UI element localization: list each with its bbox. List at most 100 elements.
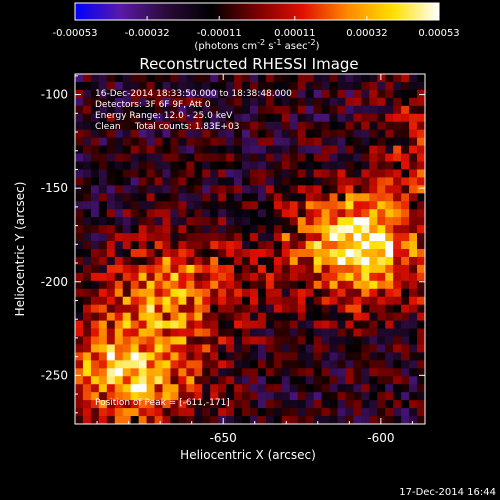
heatmap-cell	[265, 97, 275, 107]
heatmap-cell	[194, 169, 203, 178]
heatmap-cell	[154, 97, 163, 107]
colorbar-units-label: (photons cm-2 s-1 asec-2)	[194, 38, 319, 52]
heatmap-cell	[409, 217, 418, 226]
heatmap-cell	[273, 320, 283, 329]
heatmap-cell	[138, 177, 147, 186]
heatmap-cell	[82, 408, 92, 417]
heatmap-cell	[234, 241, 243, 250]
heatmap-cell	[234, 129, 243, 138]
heatmap-cell	[313, 113, 322, 123]
heatmap-cell	[170, 264, 179, 274]
heatmap-cell	[409, 193, 418, 202]
heatmap-cell	[273, 217, 283, 226]
heatmap-cell	[162, 368, 171, 377]
heatmap-cell	[218, 241, 227, 250]
heatmap-cell	[90, 280, 100, 290]
heatmap-cell	[114, 201, 124, 210]
heatmap-cell	[297, 304, 306, 313]
heatmap-cell	[186, 169, 195, 178]
heatmap-cell	[273, 89, 283, 99]
heatmap-cell	[417, 400, 426, 409]
heatmap-cell	[130, 416, 139, 425]
heatmap-cell	[289, 193, 299, 202]
heatmap-cell	[98, 97, 108, 107]
heatmap-cell	[106, 129, 116, 138]
heatmap-cell	[186, 225, 195, 234]
heatmap-cell	[138, 304, 147, 313]
heatmap-cell	[409, 400, 418, 409]
heatmap-cell	[401, 312, 410, 321]
heatmap-cell	[114, 161, 124, 170]
heatmap-cell	[297, 408, 306, 417]
heatmap-cell	[138, 376, 147, 385]
heatmap-cell	[250, 360, 259, 369]
heatmap-cell	[90, 129, 100, 138]
heatmap-cell	[345, 153, 354, 162]
heatmap-cell	[250, 241, 259, 250]
heatmap-cell	[337, 225, 346, 234]
heatmap-cell	[234, 153, 243, 162]
heatmap-cell	[170, 185, 179, 194]
heatmap-cell	[321, 320, 330, 329]
heatmap-cell	[242, 193, 251, 202]
heatmap-cell	[178, 352, 187, 361]
heatmap-cell	[130, 177, 139, 186]
heatmap-cell	[82, 264, 92, 274]
heatmap-cell	[409, 344, 418, 353]
heatmap-cell	[226, 344, 235, 353]
heatmap-cell	[409, 360, 418, 369]
heatmap-cell	[98, 145, 108, 154]
heatmap-cell	[178, 256, 187, 266]
heatmap-cell	[265, 89, 275, 99]
heatmap-cell	[186, 153, 195, 162]
heatmap-cell	[75, 153, 84, 162]
heatmap-cell	[297, 89, 306, 99]
heatmap-cell	[345, 193, 354, 202]
heatmap-cell	[186, 280, 195, 290]
heatmap-cell	[385, 241, 394, 250]
heatmap-cell	[250, 368, 259, 377]
plot-frame	[74, 73, 426, 425]
heatmap-cell	[417, 209, 426, 218]
heatmap-cell	[265, 105, 275, 115]
heatmap-cell	[210, 368, 219, 377]
heatmap-cell	[202, 169, 211, 178]
heatmap-cell	[114, 256, 124, 266]
heatmap-cell	[401, 201, 410, 210]
heatmap-cell	[106, 169, 116, 178]
heatmap-cell	[281, 272, 291, 282]
heatmap-cell	[257, 129, 267, 138]
heatmap-cell	[98, 209, 108, 218]
heatmap-cell	[122, 320, 131, 329]
heatmap-cell	[234, 416, 243, 425]
heatmap-cell	[242, 201, 251, 210]
heatmap-cell	[122, 280, 131, 290]
heatmap-cell	[186, 241, 195, 250]
heatmap-cell	[218, 328, 227, 337]
heatmap-cell	[226, 328, 235, 337]
heatmap-cell	[122, 201, 131, 210]
heatmap-cell	[82, 137, 92, 146]
heatmap-cell	[257, 185, 267, 194]
heatmap-cell	[250, 344, 259, 353]
heatmap-cell	[385, 193, 394, 202]
heatmap-cell	[321, 256, 330, 266]
heatmap-cell	[130, 97, 139, 107]
heatmap-cell	[138, 416, 147, 425]
heatmap-cell	[210, 320, 219, 329]
heatmap-cell	[114, 225, 124, 234]
heatmap-cell	[393, 193, 402, 202]
heatmap-cell	[98, 169, 108, 178]
heatmap-cell	[273, 352, 283, 361]
heatmap-cell	[369, 352, 378, 361]
heatmap-cell	[138, 169, 147, 178]
heatmap-cell	[353, 312, 362, 321]
heatmap-cell	[361, 145, 370, 154]
heatmap-cell	[162, 225, 171, 234]
heatmap-cell	[138, 161, 147, 170]
heatmap-cell	[313, 344, 322, 353]
heatmap-cell	[130, 121, 139, 130]
heatmap-cell	[202, 328, 211, 337]
heatmap-cell	[226, 241, 235, 250]
heatmap-cell	[106, 209, 116, 218]
